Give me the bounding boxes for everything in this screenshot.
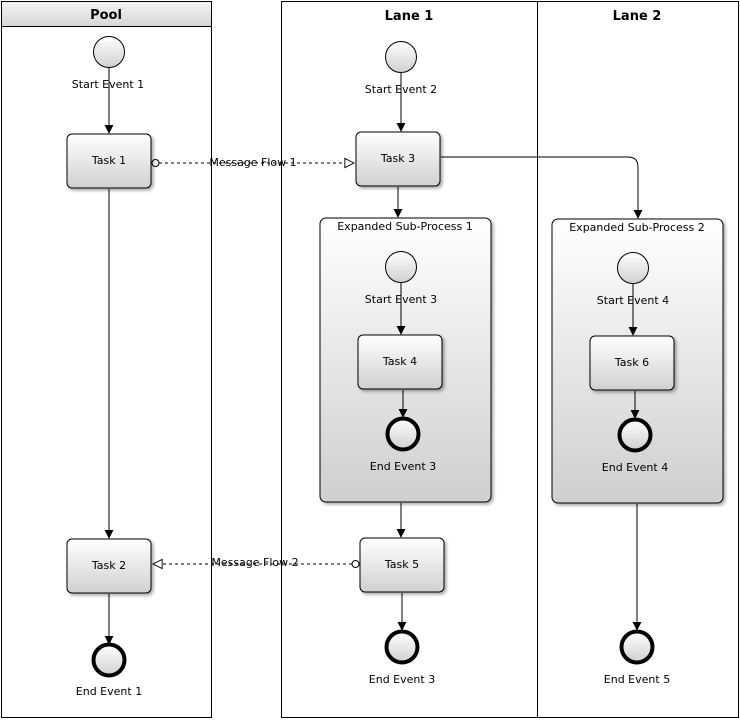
start-event-icon bbox=[93, 36, 125, 68]
start-event-3-label: Start Event 3 bbox=[365, 293, 437, 306]
message-flow-1-source-icon bbox=[151, 159, 160, 167]
end-event-1-label: End Event 1 bbox=[76, 685, 142, 698]
start-event-1[interactable]: Start Event 1 bbox=[72, 36, 144, 92]
end-event-icon bbox=[617, 417, 653, 453]
pool-left: Pool bbox=[1, 1, 212, 718]
start-event-1-label: Start Event 1 bbox=[72, 78, 144, 91]
message-flow-2-label: Message Flow 2 bbox=[211, 556, 298, 569]
sequence-flows bbox=[104, 68, 643, 645]
end-event-icon bbox=[385, 416, 421, 452]
end-event-4[interactable]: End Event 4 bbox=[602, 417, 668, 475]
lane-1-title: Lane 1 bbox=[385, 9, 434, 24]
end-event-5-label: End Event 5 bbox=[604, 673, 670, 686]
task-4[interactable]: Task 4 bbox=[357, 334, 443, 390]
message-flow-1[interactable]: Message Flow 1 bbox=[151, 156, 354, 169]
end-event-5[interactable]: End Event 5 bbox=[604, 629, 670, 687]
task-4-label: Task 4 bbox=[382, 355, 417, 368]
task-2-label: Task 2 bbox=[91, 559, 126, 572]
subprocess-2-label: Expanded Sub-Process 2 bbox=[569, 221, 705, 234]
end-event-3-subprocess[interactable]: End Event 3 bbox=[370, 416, 436, 474]
task-5-label: Task 5 bbox=[384, 558, 419, 571]
start-event-2-label: Start Event 2 bbox=[365, 83, 437, 96]
end-event-icon bbox=[91, 642, 127, 678]
end-event-4-label: End Event 4 bbox=[602, 461, 668, 474]
start-event-4-label: Start Event 4 bbox=[597, 294, 669, 307]
end-event-1[interactable]: End Event 1 bbox=[76, 642, 142, 699]
pool-title: Pool bbox=[90, 8, 122, 23]
subprocess-1-label: Expanded Sub-Process 1 bbox=[337, 220, 473, 233]
start-event-icon bbox=[385, 41, 417, 73]
task-6[interactable]: Task 6 bbox=[589, 335, 675, 391]
message-flow-2[interactable]: Message Flow 2 bbox=[153, 556, 360, 569]
start-event-4[interactable]: Start Event 4 bbox=[597, 252, 669, 308]
start-event-icon bbox=[385, 251, 417, 283]
start-event-3[interactable]: Start Event 3 bbox=[365, 251, 437, 307]
end-event-icon bbox=[384, 629, 420, 665]
task-1-label: Task 1 bbox=[91, 154, 126, 167]
end-event-3-label: End Event 3 bbox=[369, 673, 435, 686]
message-flow-2-source-icon bbox=[351, 560, 360, 568]
lane-2-title: Lane 2 bbox=[613, 9, 662, 24]
task-3-label: Task 3 bbox=[380, 152, 415, 165]
flow-task3-subprocess2[interactable] bbox=[441, 156, 643, 219]
start-event-2[interactable]: Start Event 2 bbox=[365, 41, 437, 97]
task-2[interactable]: Task 2 bbox=[66, 538, 152, 594]
end-event-icon bbox=[619, 629, 655, 665]
end-event-3-subprocess-label: End Event 3 bbox=[370, 460, 436, 473]
task-3[interactable]: Task 3 bbox=[355, 131, 441, 187]
task-5[interactable]: Task 5 bbox=[359, 537, 445, 593]
end-event-3[interactable]: End Event 3 bbox=[369, 629, 435, 687]
task-6-label: Task 6 bbox=[614, 356, 649, 369]
start-event-icon bbox=[617, 252, 649, 284]
message-flow-1-label: Message Flow 1 bbox=[209, 156, 296, 169]
task-1[interactable]: Task 1 bbox=[66, 133, 152, 189]
